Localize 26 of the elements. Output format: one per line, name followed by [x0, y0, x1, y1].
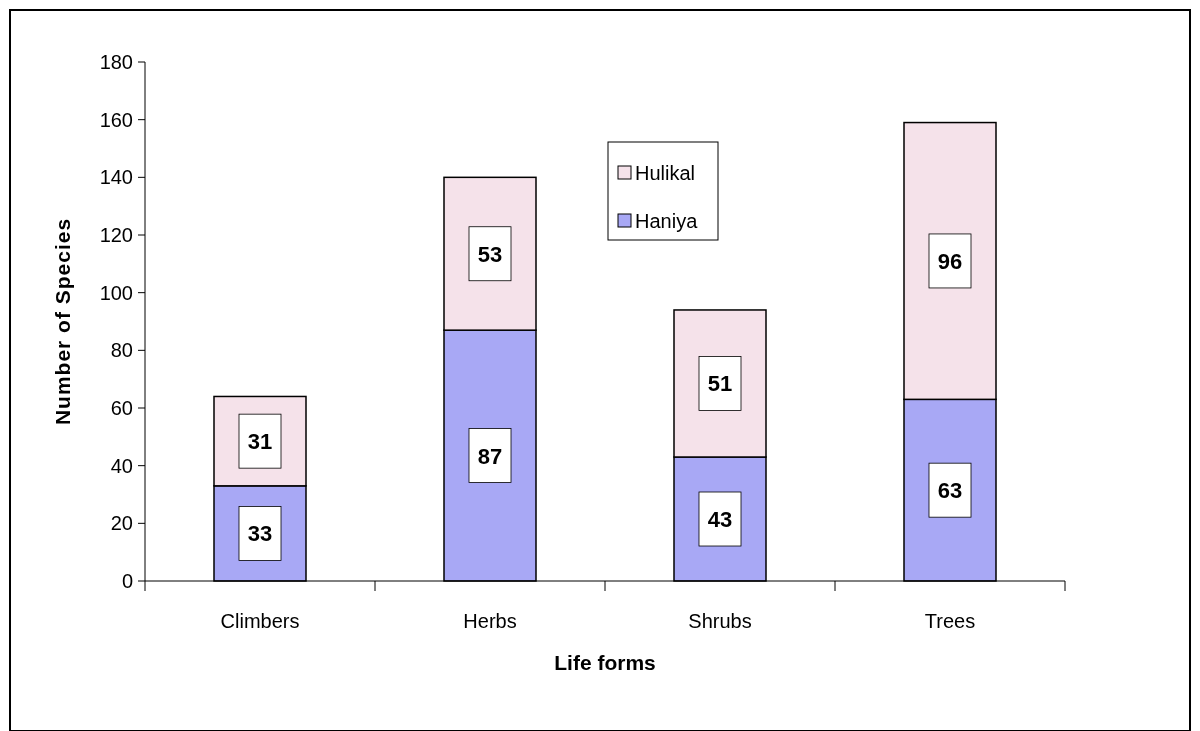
- legend-label: Hulikal: [635, 162, 696, 184]
- data-label: 96: [937, 248, 963, 274]
- data-label: 63: [937, 478, 963, 504]
- x-axis-title: Life forms: [554, 651, 656, 674]
- y-tick-label: 60: [110, 397, 133, 419]
- y-tick-label: 20: [110, 512, 133, 535]
- x-tick-label: Climbers: [220, 610, 300, 632]
- y-axis-title: Number of Species: [51, 217, 74, 426]
- x-tick-label: Shrubs: [688, 610, 752, 632]
- data-label: 51: [707, 371, 733, 397]
- y-tick-label: 140: [99, 166, 133, 189]
- x-tick-label: Trees: [924, 610, 976, 632]
- data-label: 87: [477, 443, 503, 469]
- legend-label: Haniya: [635, 210, 699, 232]
- y-tick-label: 180: [99, 51, 133, 73]
- y-tick-label: 100: [99, 281, 133, 304]
- y-tick-label: 0: [121, 570, 133, 592]
- y-tick-label: 120: [99, 224, 133, 246]
- data-label: 43: [707, 507, 733, 533]
- y-tick-label: 160: [99, 108, 133, 131]
- data-label: 31: [247, 429, 273, 455]
- x-tick-label: Herbs: [463, 610, 517, 632]
- data-label: 33: [247, 521, 273, 547]
- data-label: 53: [477, 241, 503, 267]
- y-tick-label: 40: [110, 454, 133, 477]
- y-tick-label: 80: [110, 339, 133, 362]
